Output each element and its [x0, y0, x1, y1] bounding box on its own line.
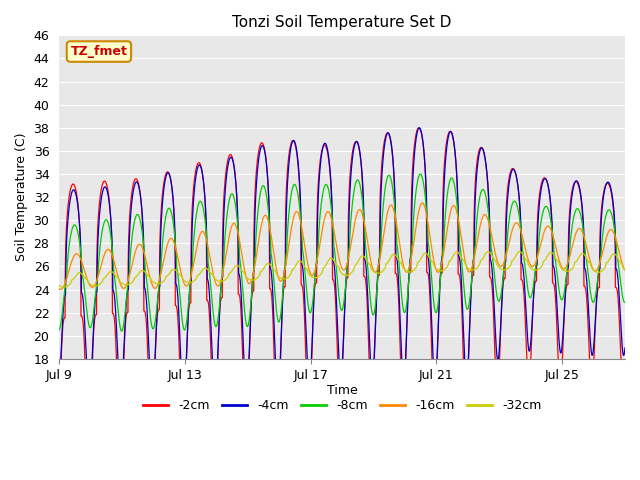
-2cm — [415, 125, 422, 131]
-32cm — [181, 278, 189, 284]
-16cm — [57, 287, 65, 292]
-2cm — [181, 414, 189, 420]
Line: -8cm: -8cm — [59, 174, 625, 331]
Text: TZ_fmet: TZ_fmet — [70, 45, 127, 58]
-16cm — [261, 213, 269, 218]
-2cm — [548, 242, 556, 248]
-32cm — [621, 267, 629, 273]
-16cm — [181, 282, 189, 288]
-4cm — [548, 225, 556, 231]
-2cm — [145, 365, 152, 371]
Y-axis label: Soil Temperature (C): Soil Temperature (C) — [15, 133, 28, 262]
-32cm — [360, 254, 368, 260]
-4cm — [110, 290, 118, 296]
-2cm — [110, 314, 118, 320]
-4cm — [360, 237, 368, 242]
-8cm — [145, 293, 152, 299]
-16cm — [548, 230, 556, 236]
-32cm — [110, 271, 118, 277]
-4cm — [181, 387, 189, 393]
-16cm — [419, 200, 426, 206]
Line: -2cm: -2cm — [59, 128, 625, 448]
-8cm — [261, 185, 269, 191]
-2cm — [55, 420, 63, 425]
-8cm — [621, 299, 629, 305]
-2cm — [360, 274, 368, 279]
-16cm — [55, 286, 63, 291]
-16cm — [360, 219, 368, 225]
-2cm — [621, 366, 629, 372]
-4cm — [180, 395, 188, 401]
-32cm — [261, 264, 269, 270]
Line: -4cm: -4cm — [59, 128, 625, 398]
-32cm — [60, 284, 67, 290]
X-axis label: Time: Time — [326, 384, 358, 397]
Line: -32cm: -32cm — [59, 252, 625, 287]
-16cm — [145, 267, 152, 273]
-8cm — [110, 271, 118, 277]
-8cm — [181, 327, 189, 333]
-4cm — [621, 345, 629, 351]
Legend: -2cm, -4cm, -8cm, -16cm, -32cm: -2cm, -4cm, -8cm, -16cm, -32cm — [138, 395, 547, 418]
-16cm — [110, 259, 118, 265]
-16cm — [621, 267, 629, 273]
-8cm — [360, 219, 368, 225]
-8cm — [417, 171, 424, 177]
-4cm — [415, 125, 423, 131]
-4cm — [55, 387, 63, 393]
Line: -16cm: -16cm — [59, 203, 625, 289]
-2cm — [261, 147, 269, 153]
-8cm — [55, 327, 63, 333]
-32cm — [548, 250, 556, 256]
-32cm — [484, 249, 492, 254]
-32cm — [55, 283, 63, 288]
Title: Tonzi Soil Temperature Set D: Tonzi Soil Temperature Set D — [232, 15, 452, 30]
-8cm — [548, 228, 556, 234]
-4cm — [261, 148, 269, 154]
-2cm — [84, 445, 92, 451]
-4cm — [144, 327, 152, 333]
-32cm — [145, 273, 152, 279]
-8cm — [118, 328, 125, 334]
